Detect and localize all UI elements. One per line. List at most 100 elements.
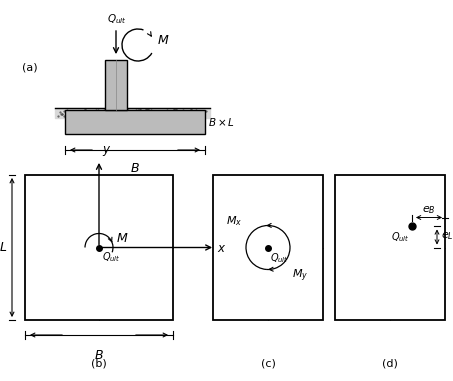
Point — [94, 107, 101, 113]
Point — [144, 106, 151, 112]
Text: $L$: $L$ — [0, 241, 7, 254]
Point — [116, 114, 123, 120]
Point — [62, 112, 69, 118]
Point — [133, 112, 140, 118]
Point — [112, 109, 119, 115]
Point — [185, 112, 192, 118]
Point — [107, 113, 115, 119]
Point — [149, 111, 157, 117]
Point — [65, 113, 72, 119]
Point — [128, 111, 135, 117]
Point — [135, 107, 142, 114]
Point — [135, 111, 143, 117]
Point — [78, 110, 85, 116]
Text: (c): (c) — [260, 358, 275, 368]
Point — [164, 109, 171, 115]
Bar — [55, 108, 210, 118]
Point — [97, 110, 105, 116]
Point — [160, 109, 167, 115]
Point — [175, 108, 183, 114]
Point — [197, 113, 204, 119]
Point — [101, 109, 108, 115]
Point — [161, 112, 169, 118]
Point — [149, 107, 156, 114]
Text: $Q_{ult}$: $Q_{ult}$ — [107, 12, 127, 26]
Point — [96, 108, 103, 114]
Text: $x$: $x$ — [217, 242, 226, 255]
Point — [188, 106, 195, 112]
Point — [77, 109, 84, 115]
Text: $B$: $B$ — [94, 349, 104, 362]
Point — [168, 111, 175, 117]
Point — [83, 111, 91, 117]
Point — [178, 114, 186, 120]
Point — [128, 108, 135, 114]
Text: (d): (d) — [382, 358, 398, 368]
Point — [131, 110, 138, 116]
Point — [100, 111, 107, 117]
Point — [130, 109, 137, 115]
Point — [122, 108, 130, 114]
Point — [86, 109, 93, 115]
Point — [195, 110, 202, 116]
Point — [120, 112, 127, 118]
Point — [65, 111, 72, 117]
Point — [144, 107, 151, 113]
Text: $M$: $M$ — [116, 232, 129, 245]
Text: (b): (b) — [91, 358, 107, 368]
Point — [149, 110, 157, 117]
Point — [102, 107, 110, 113]
Bar — [25, 175, 173, 320]
Point — [136, 106, 143, 112]
Point — [188, 111, 195, 117]
Bar — [335, 175, 445, 320]
Point — [99, 110, 106, 116]
Point — [184, 111, 191, 117]
Point — [88, 113, 95, 119]
Point — [160, 110, 168, 116]
Point — [75, 112, 82, 118]
Point — [71, 112, 78, 118]
Point — [194, 110, 201, 117]
Point — [170, 112, 177, 118]
Point — [74, 108, 82, 114]
Text: $M_y$: $M_y$ — [292, 267, 308, 284]
Point — [97, 114, 105, 120]
Point — [110, 112, 117, 118]
Point — [67, 112, 74, 118]
Point — [57, 109, 64, 115]
Point — [83, 109, 90, 115]
Point — [63, 107, 71, 113]
Point — [109, 108, 116, 114]
Text: $M_x$: $M_x$ — [226, 214, 242, 227]
Bar — [213, 175, 323, 320]
Point — [82, 106, 89, 112]
Point — [92, 107, 100, 113]
Point — [197, 110, 204, 116]
Point — [170, 112, 177, 118]
Text: $e_L$: $e_L$ — [441, 231, 453, 242]
Point — [200, 111, 207, 117]
Point — [164, 107, 171, 113]
Point — [107, 113, 115, 119]
Point — [81, 114, 88, 120]
Point — [132, 109, 140, 115]
Point — [132, 107, 139, 114]
Point — [164, 109, 171, 115]
Point — [168, 109, 175, 115]
Point — [157, 108, 164, 114]
Point — [170, 107, 177, 113]
Text: $B$: $B$ — [130, 162, 140, 175]
Text: $B \times L$: $B \times L$ — [208, 116, 235, 128]
Point — [175, 108, 182, 114]
Point — [138, 108, 145, 114]
Text: $Q_{ult}$: $Q_{ult}$ — [391, 231, 410, 244]
Point — [143, 106, 150, 112]
Point — [57, 111, 64, 117]
Point — [144, 111, 151, 117]
Point — [77, 108, 84, 114]
Point — [146, 114, 153, 120]
Point — [118, 112, 125, 118]
Point — [83, 113, 91, 119]
Point — [188, 108, 196, 114]
